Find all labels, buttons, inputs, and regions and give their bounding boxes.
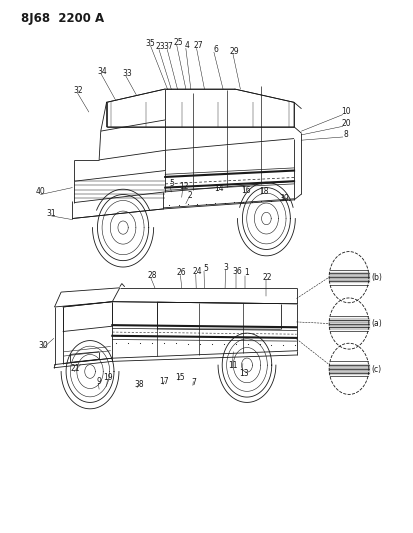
- Text: 20: 20: [341, 119, 351, 128]
- Text: 15: 15: [175, 373, 185, 382]
- Text: 37: 37: [164, 43, 173, 51]
- Text: 2: 2: [188, 191, 192, 199]
- Text: 4: 4: [184, 42, 189, 50]
- Text: (c): (c): [372, 366, 382, 374]
- Text: 21: 21: [70, 365, 80, 373]
- Text: 8: 8: [344, 130, 349, 139]
- Text: 11: 11: [228, 361, 238, 369]
- Text: 26: 26: [177, 269, 187, 277]
- Text: 29: 29: [230, 47, 240, 55]
- Polygon shape: [107, 89, 294, 127]
- Text: 34: 34: [97, 67, 107, 76]
- Text: 6: 6: [213, 45, 218, 54]
- Text: 18: 18: [259, 187, 268, 196]
- Text: 35: 35: [146, 39, 156, 48]
- Text: 9: 9: [97, 377, 102, 385]
- Text: 10: 10: [341, 108, 351, 116]
- Text: 7: 7: [192, 378, 197, 387]
- Text: (b): (b): [371, 273, 382, 281]
- Text: 12: 12: [179, 182, 189, 191]
- Text: 28: 28: [147, 271, 157, 279]
- Text: 22: 22: [263, 273, 273, 281]
- Text: 39: 39: [279, 194, 289, 203]
- Text: 25: 25: [173, 38, 183, 47]
- Text: 16: 16: [241, 186, 251, 195]
- Text: 38: 38: [134, 381, 144, 389]
- Text: 24: 24: [192, 268, 202, 276]
- Text: 8J68  2200 A: 8J68 2200 A: [21, 12, 104, 25]
- Text: 27: 27: [193, 42, 203, 50]
- Text: 33: 33: [122, 69, 132, 78]
- Text: 5: 5: [169, 180, 174, 188]
- Text: 5: 5: [203, 264, 208, 273]
- Text: 30: 30: [38, 341, 48, 350]
- Text: 31: 31: [47, 209, 57, 217]
- Text: 1: 1: [244, 269, 249, 277]
- Text: 23: 23: [155, 43, 165, 51]
- Text: 14: 14: [214, 184, 224, 192]
- Text: (a): (a): [371, 319, 382, 328]
- Text: 36: 36: [233, 268, 242, 276]
- Text: 40: 40: [36, 188, 45, 196]
- Text: 19: 19: [103, 373, 113, 382]
- Text: 17: 17: [159, 377, 169, 386]
- Text: 13: 13: [239, 369, 249, 377]
- Text: 3: 3: [224, 263, 229, 272]
- Text: 32: 32: [74, 86, 83, 95]
